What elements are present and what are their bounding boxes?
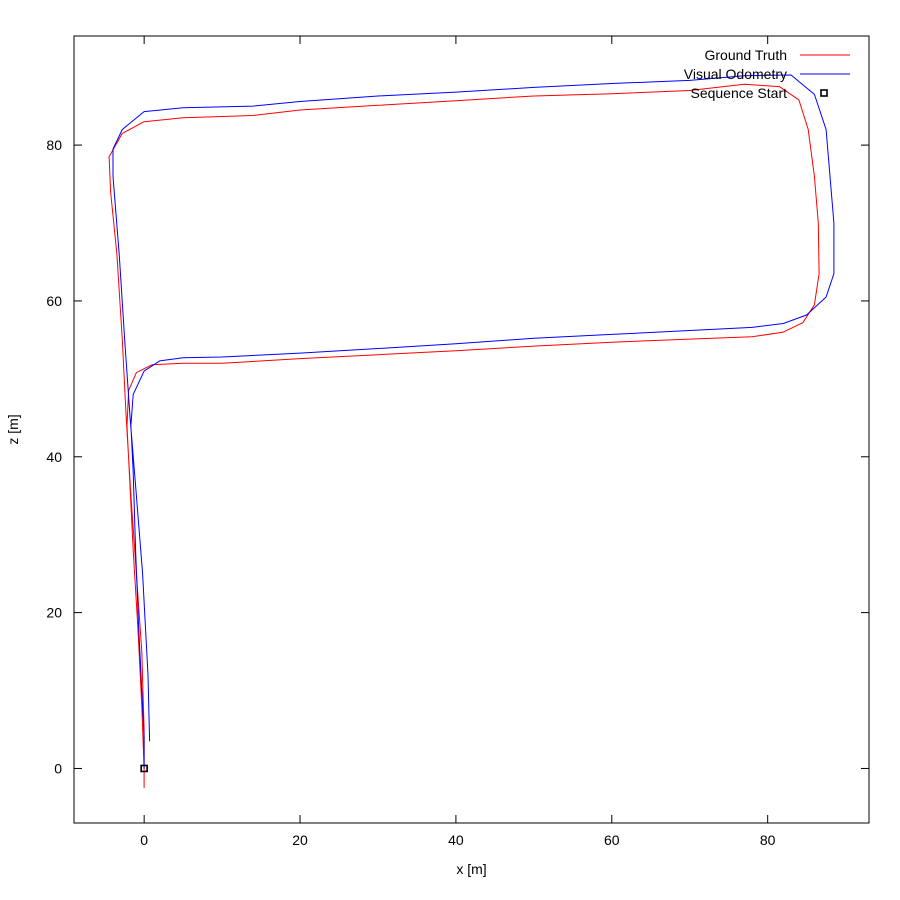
axis-ticks: 0 20 40 60 80 0 20 40 60 80 (46, 36, 869, 848)
y-tick-label: 60 (46, 293, 62, 309)
plot-frame (73, 35, 870, 824)
ground-truth-line (108, 83, 820, 788)
legend-sequence-start-label: Sequence Start (690, 85, 787, 101)
y-axis-label: z [m] (5, 414, 21, 444)
sequence-start-marker (140, 764, 148, 773)
y-tick-label: 20 (46, 605, 62, 621)
y-tick-label: 80 (46, 137, 62, 153)
x-axis-label: x [m] (456, 861, 486, 877)
y-tick-label: 40 (46, 449, 62, 465)
x-tick-label: 80 (760, 832, 776, 848)
series-layer (108, 74, 835, 788)
legend-sequence-start-marker (820, 89, 828, 97)
legend-visual-odometry-label: Visual Odometry (684, 66, 787, 82)
legend: Ground Truth Visual Odometry Sequence St… (684, 47, 850, 101)
legend-ground-truth-label: Ground Truth (705, 47, 788, 63)
visual-odometry-line (112, 74, 835, 769)
x-tick-label: 60 (604, 832, 620, 848)
x-tick-label: 20 (292, 832, 308, 848)
x-tick-label: 40 (448, 832, 464, 848)
x-tick-label: 0 (140, 832, 148, 848)
y-tick-label: 0 (54, 760, 62, 776)
